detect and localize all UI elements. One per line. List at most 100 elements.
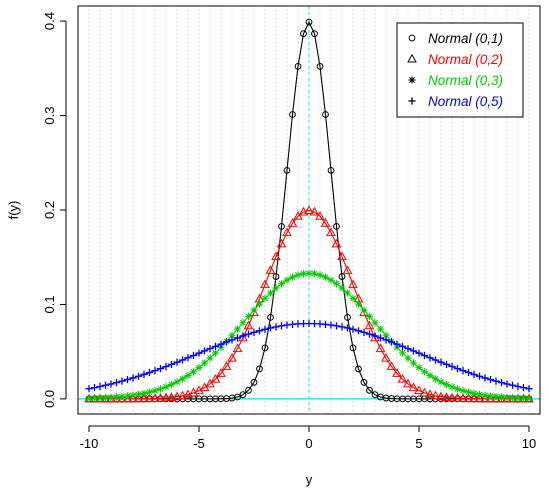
data-point — [151, 367, 159, 375]
data-point — [151, 387, 159, 395]
data-point — [415, 363, 423, 372]
y-tick-label: 0.1 — [42, 295, 57, 313]
data-point — [239, 332, 247, 340]
data-point — [404, 345, 412, 353]
legend-label: Normal (0,2) — [428, 52, 503, 67]
data-point — [282, 227, 292, 237]
legend-label: Normal (0,1) — [428, 31, 503, 46]
data-point — [271, 251, 281, 261]
x-tick-label: -5 — [193, 436, 205, 451]
data-point — [486, 375, 495, 384]
data-point — [107, 380, 115, 388]
data-point — [283, 276, 291, 284]
data-point — [398, 349, 407, 357]
data-point — [123, 392, 132, 400]
data-point — [195, 349, 203, 357]
data-point — [90, 384, 99, 392]
data-point — [371, 332, 379, 340]
data-point — [200, 347, 209, 355]
data-point — [474, 393, 485, 403]
legend-marker — [408, 97, 416, 105]
data-point — [327, 321, 335, 329]
data-point — [129, 374, 137, 382]
y-tick-label: 0.0 — [42, 390, 57, 408]
data-point — [256, 365, 263, 373]
data-point — [464, 388, 473, 396]
data-point — [426, 371, 434, 380]
axes: -10 -5 0 5 10 0.0 0.1 0.2 0.3 0.4 — [42, 12, 536, 451]
data-point — [244, 312, 253, 320]
data-point — [166, 392, 177, 401]
data-point — [128, 393, 138, 403]
legend-marker — [407, 53, 417, 63]
data-point — [133, 393, 144, 403]
data-point — [101, 381, 110, 389]
data-point — [333, 222, 340, 230]
data-point — [503, 393, 511, 402]
data-point — [90, 394, 99, 402]
data-point — [354, 327, 363, 335]
x-tick-label: 0 — [305, 436, 312, 451]
data-point — [419, 387, 430, 397]
data-point — [360, 306, 368, 314]
data-point — [354, 300, 363, 308]
data-point — [322, 111, 329, 118]
data-point — [508, 381, 517, 389]
data-point — [453, 385, 462, 393]
data-point — [178, 375, 187, 383]
data-point — [305, 18, 313, 26]
data-point — [343, 324, 352, 332]
data-point — [403, 378, 413, 388]
data-point — [342, 265, 353, 274]
data-point — [349, 325, 357, 333]
data-point — [409, 359, 418, 367]
data-point — [298, 206, 309, 216]
data-point — [425, 389, 435, 399]
data-point — [162, 383, 170, 391]
data-point — [430, 390, 441, 400]
data-point — [85, 385, 93, 393]
data-point — [327, 276, 335, 284]
data-point — [167, 360, 176, 368]
data-point — [404, 354, 412, 362]
data-point — [217, 340, 225, 348]
data-point — [525, 394, 533, 403]
data-point — [294, 271, 302, 279]
data-point — [320, 218, 331, 227]
data-point — [234, 393, 241, 401]
data-point — [239, 319, 247, 327]
data-point — [172, 391, 182, 401]
data-point — [205, 378, 215, 388]
data-point — [156, 364, 165, 373]
x-tick-label: -10 — [80, 436, 99, 451]
data-point — [288, 273, 297, 281]
data-point — [211, 342, 220, 350]
data-point — [355, 365, 362, 373]
data-point — [392, 368, 402, 377]
data-point — [96, 394, 104, 402]
data-point — [437, 358, 445, 366]
data-point — [261, 294, 269, 302]
data-point — [442, 360, 451, 368]
data-point — [310, 270, 319, 278]
data-point — [332, 280, 341, 288]
data-point — [420, 368, 429, 376]
data-point — [206, 354, 214, 362]
data-point — [497, 378, 506, 387]
data-point — [463, 393, 474, 403]
data-point — [266, 289, 275, 297]
data-point — [177, 390, 188, 400]
data-point — [261, 344, 269, 352]
data-point — [393, 340, 401, 348]
data-point — [299, 270, 308, 278]
data-point — [250, 378, 258, 386]
data-point — [311, 30, 318, 38]
data-point — [436, 391, 446, 401]
data-point — [309, 206, 320, 216]
data-point — [222, 338, 231, 346]
data-point — [305, 269, 313, 277]
data-point — [111, 393, 122, 403]
series-layer — [84, 18, 534, 403]
data-point — [458, 393, 468, 402]
